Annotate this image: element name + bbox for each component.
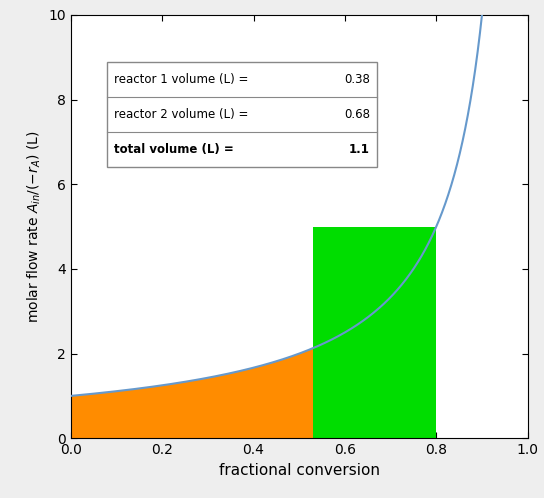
Text: 0.38: 0.38 (344, 73, 370, 86)
Y-axis label: molar flow rate $A_{in}/(-r_A)$ (L): molar flow rate $A_{in}/(-r_A)$ (L) (25, 130, 42, 323)
Text: total volume (L) =: total volume (L) = (114, 143, 238, 156)
Bar (107, 61, 377, 167)
Text: 1.1: 1.1 (349, 143, 370, 156)
Text: reactor 2 volume (L) =: reactor 2 volume (L) = (114, 108, 252, 121)
Text: 0.68: 0.68 (344, 108, 370, 121)
X-axis label: fractional conversion: fractional conversion (219, 463, 380, 478)
Text: reactor 1 volume (L) =: reactor 1 volume (L) = (114, 73, 252, 86)
Bar (313, 227, 436, 438)
